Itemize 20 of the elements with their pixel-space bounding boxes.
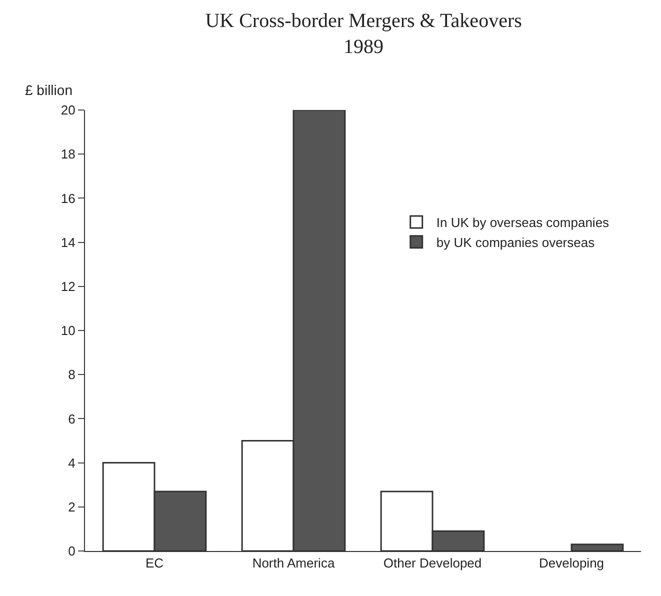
y-tick-label: 4	[68, 455, 76, 470]
y-tick-label: 10	[60, 323, 76, 338]
legend-label: In UK by overseas companies	[436, 215, 610, 230]
y-tick-label: 0	[68, 544, 76, 559]
y-axis-title: £ billion	[25, 82, 72, 98]
y-tick-label: 6	[68, 411, 76, 426]
x-tick-label: Other Developed	[383, 556, 482, 571]
y-tick-label: 16	[60, 190, 76, 206]
y-tick-label: 12	[60, 278, 76, 294]
y-tick-label: 20	[60, 102, 76, 118]
y-tick-label: 18	[60, 146, 76, 162]
y-tick-label: 8	[68, 367, 76, 382]
x-tick-label: North America	[252, 556, 336, 571]
chart-subtitle: 1989	[344, 36, 384, 58]
y-tick-label: 2	[68, 499, 76, 514]
chart-title: UK Cross-border Mergers & Takeovers	[205, 10, 522, 32]
legend-label: by UK companies overseas	[436, 234, 596, 250]
x-tick-label: EC	[145, 556, 164, 571]
y-tick-label: 14	[60, 234, 76, 250]
x-tick-label: Developing	[538, 556, 604, 571]
